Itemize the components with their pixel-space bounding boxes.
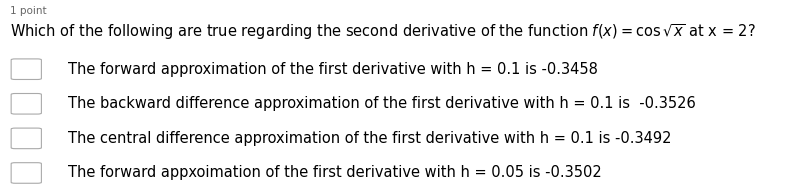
Text: 1 point: 1 point [10, 6, 46, 16]
Text: The backward difference approximation of the first derivative with h = 0.1 is  -: The backward difference approximation of… [68, 96, 696, 111]
Text: The central difference approximation of the first derivative with h = 0.1 is -0.: The central difference approximation of … [68, 131, 671, 146]
Text: Which of the following are true regarding the second derivative of the function : Which of the following are true regardin… [10, 22, 755, 42]
FancyBboxPatch shape [11, 163, 41, 183]
FancyBboxPatch shape [11, 59, 41, 79]
FancyBboxPatch shape [11, 128, 41, 149]
Text: The forward approximation of the first derivative with h = 0.1 is -0.3458: The forward approximation of the first d… [68, 62, 598, 77]
Text: The forward appxoimation of the first derivative with h = 0.05 is -0.3502: The forward appxoimation of the first de… [68, 165, 602, 180]
FancyBboxPatch shape [11, 94, 41, 114]
